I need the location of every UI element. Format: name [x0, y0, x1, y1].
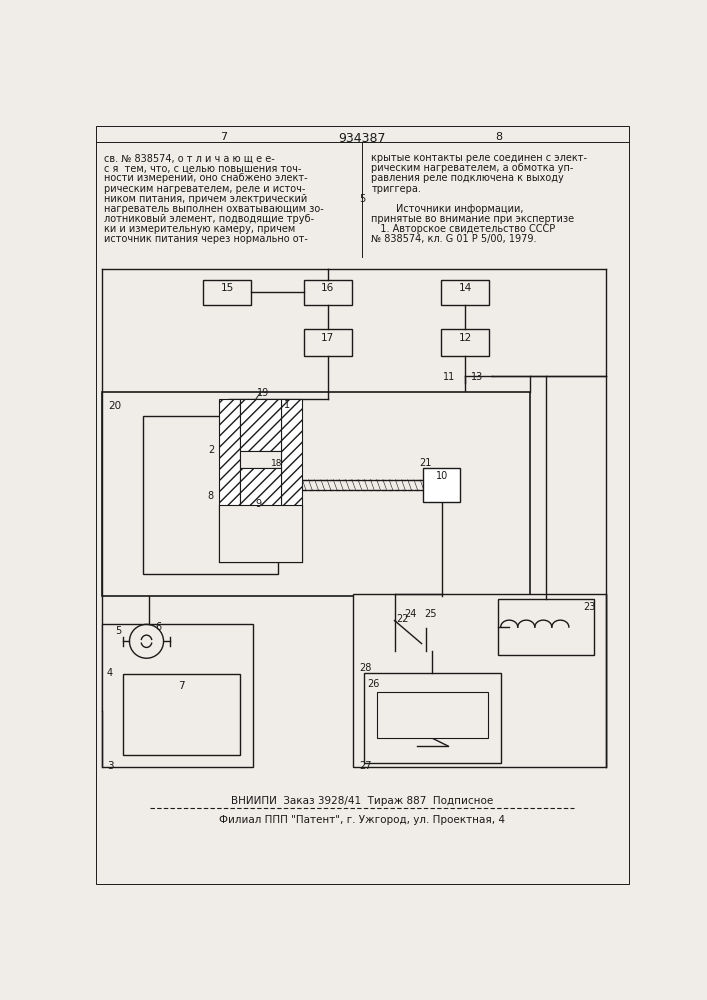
Text: 5: 5	[115, 626, 122, 636]
Bar	[498, 599, 595, 655]
Text: равления реле подключена к выходу: равления реле подключена к выходу	[371, 173, 564, 183]
Text: Источники информации,: Источники информации,	[371, 204, 524, 214]
Bar	[103, 624, 253, 767]
Bar	[354, 594, 606, 767]
Text: нагреватель выполнен охватывающим зо-: нагреватель выполнен охватывающим зо-	[104, 204, 324, 214]
Text: 5: 5	[359, 194, 365, 204]
Text: 13: 13	[472, 372, 484, 382]
Text: ности измерений, оно снабжено элект-: ности измерений, оно снабжено элект-	[104, 173, 308, 183]
Text: ником питания, причем электрический: ником питания, причем электрический	[104, 194, 307, 204]
Text: 27: 27	[360, 761, 372, 771]
Text: 12: 12	[458, 333, 472, 343]
Text: лотниковый элемент, подводящие труб-: лотниковый элемент, подводящие труб-	[104, 214, 314, 224]
Text: 7: 7	[178, 681, 185, 691]
Text: 24: 24	[404, 609, 416, 619]
Text: № 838574, кл. G 01 P 5/00, 1979.: № 838574, кл. G 01 P 5/00, 1979.	[371, 234, 537, 244]
Bar	[240, 468, 281, 562]
Text: 7: 7	[221, 132, 228, 142]
Text: 2: 2	[209, 445, 215, 455]
Text: 14: 14	[458, 283, 472, 293]
Text: принятые во внимание при экспертизе: принятые во внимание при экспертизе	[371, 214, 574, 224]
Text: 3: 3	[107, 761, 114, 771]
Text: 21: 21	[419, 458, 432, 468]
Text: рическим нагревателем, а обмотка уп-: рическим нагревателем, а обмотка уп-	[371, 163, 573, 173]
Text: 20: 20	[109, 401, 122, 411]
Text: 25: 25	[424, 609, 436, 619]
Bar	[240, 399, 281, 451]
Text: 19: 19	[257, 388, 269, 398]
Text: 8: 8	[496, 132, 503, 142]
Bar	[378, 692, 488, 738]
Text: 934387: 934387	[338, 132, 386, 145]
Bar	[423, 468, 460, 502]
Text: 18: 18	[271, 459, 282, 468]
Text: ки и измерительную камеру, причем: ки и измерительную камеру, причем	[104, 224, 295, 234]
Text: св. № 838574, о т л и ч а ю щ е е-: св. № 838574, о т л и ч а ю щ е е-	[104, 153, 274, 163]
Text: крытые контакты реле соединен с элект-: крытые контакты реле соединен с элект-	[371, 153, 588, 163]
Bar	[281, 399, 303, 562]
Bar	[218, 399, 240, 562]
Text: рическим нагревателем, реле и источ-: рическим нагревателем, реле и источ-	[104, 184, 305, 194]
Text: 8: 8	[207, 491, 213, 501]
Bar	[143, 416, 279, 574]
Bar	[218, 505, 303, 562]
Bar	[103, 392, 530, 596]
Text: 11: 11	[443, 372, 455, 382]
Bar	[441, 280, 489, 305]
Text: ВНИИПИ  Заказ 3928/41  Тираж 887  Подписное: ВНИИПИ Заказ 3928/41 Тираж 887 Подписное	[230, 796, 493, 806]
Bar	[240, 451, 281, 468]
Bar	[304, 280, 352, 305]
Text: 10: 10	[436, 471, 448, 481]
Bar	[304, 329, 352, 356]
Bar	[123, 674, 240, 755]
Text: 26: 26	[368, 679, 380, 689]
Text: 17: 17	[321, 333, 334, 343]
Bar	[203, 280, 251, 305]
Text: 4: 4	[107, 668, 113, 678]
Text: с я  тем, что, с целью повышения точ-: с я тем, что, с целью повышения точ-	[104, 163, 301, 173]
Bar	[441, 329, 489, 356]
Text: 23: 23	[583, 602, 595, 612]
Text: 28: 28	[360, 663, 372, 673]
Text: триггера.: триггера.	[371, 184, 421, 194]
Text: 1. Авторское свидетельство СССР: 1. Авторское свидетельство СССР	[371, 224, 556, 234]
Text: Филиал ППП "Патент", г. Ужгород, ул. Проектная, 4: Филиал ППП "Патент", г. Ужгород, ул. Про…	[219, 815, 505, 825]
Bar	[363, 673, 501, 763]
Text: источник питания через нормально от-: источник питания через нормально от-	[104, 234, 308, 244]
Text: 15: 15	[221, 283, 234, 293]
Text: 16: 16	[321, 283, 334, 293]
Text: 9: 9	[255, 499, 261, 509]
Text: 1: 1	[284, 400, 291, 410]
Text: 6: 6	[156, 622, 162, 632]
Text: 22: 22	[396, 614, 409, 624]
